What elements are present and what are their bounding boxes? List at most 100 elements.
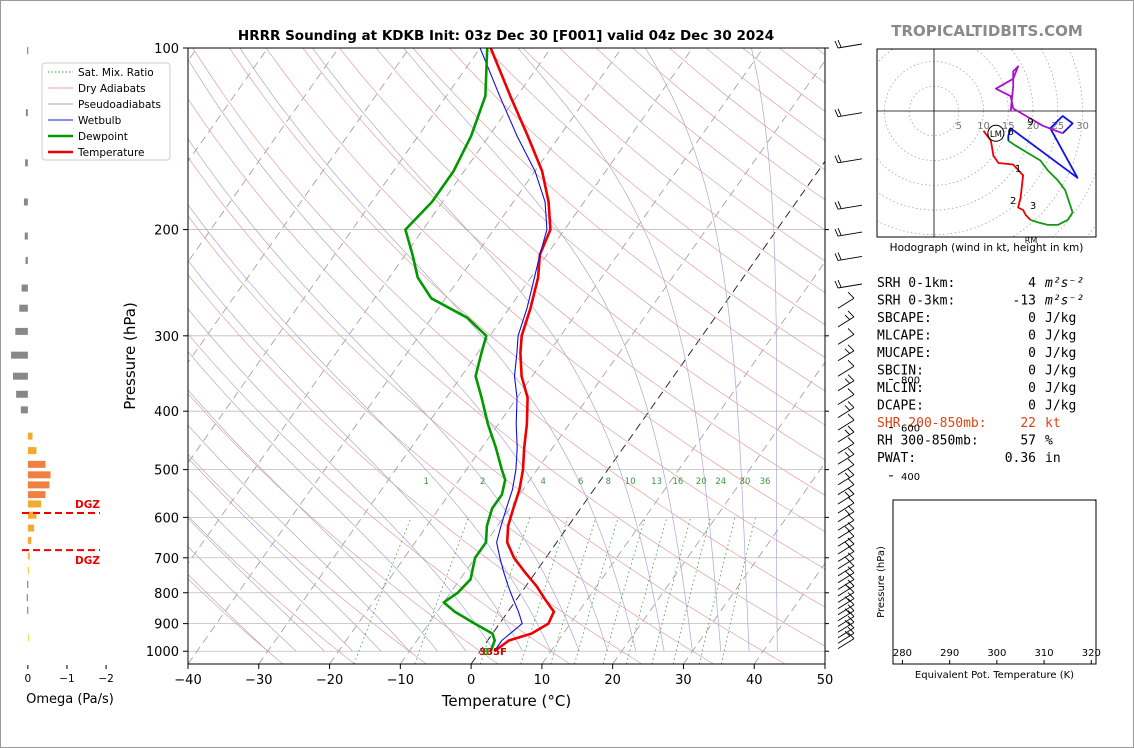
thetae-frame [892,499,1097,665]
chart-title: HRRR Sounding at KDKB Init: 03z Dec 30 [… [238,28,774,44]
barb-shaft [837,365,855,377]
barb-shaft [837,453,855,465]
omega-bar [27,634,30,642]
barb-flag [847,621,855,629]
y-tick-label: 300 [154,330,179,345]
legend-label: Dry Adiabats [78,83,146,95]
wind-barbs [834,39,863,649]
watermark: TROPICALTIDBITS.COM [891,22,1083,40]
omega-bar [27,567,30,575]
barb-flag [844,378,851,385]
isotherm-line [258,48,693,664]
barb-shaft [837,610,855,622]
dry-adiabat [188,578,284,664]
barb-shaft [837,565,855,577]
omega-bar [19,304,28,312]
barb-shaft [837,112,863,118]
hodo-ring-label: 20 [1027,121,1040,132]
barb-flag [844,405,851,411]
barb-flag [834,202,839,210]
barb-flag [844,596,851,602]
mixing-ratio-line [550,517,597,664]
moist-adiabat [188,138,580,652]
omega-bar [27,524,35,532]
barb-flag [847,496,855,504]
wind-barb [837,468,855,486]
omega-bar [27,606,29,614]
isotherm-line [188,48,339,263]
moist-adiabat [517,48,722,652]
barb-shaft [837,350,855,362]
omega-bar [27,432,33,440]
wind-barb [837,359,855,377]
wind-barb [837,592,855,609]
legend-label: Pseudoadiabats [78,99,161,111]
y-tick-label: 800 [154,587,179,602]
barb-shaft [837,543,855,555]
x-tick-label: 40 [746,673,763,688]
barb-flag [847,632,855,639]
omega-bar [25,256,28,264]
barb-flag [844,619,851,626]
y-tick-label: 400 [154,405,179,420]
mixing-ratio-line [353,517,412,664]
y-tick-label: 900 [154,618,179,633]
barb-flag [834,228,839,237]
stat-label: MLCIN: [877,381,924,396]
mixing-ratio-label: 1 [423,477,428,487]
x-tick-label: 20 [604,673,621,688]
stat-value: 0.36 [1005,451,1036,466]
barb-flag [847,592,855,599]
barb-shaft [837,502,855,514]
barb-flag [844,491,851,498]
storm-motion-marker [987,124,1005,142]
mixing-ratio-line [626,517,668,664]
stat-unit: J/kg [1045,311,1076,326]
barb-shaft [837,551,855,562]
wind-barb [837,496,855,514]
wind-barb [837,559,855,577]
barb-flag [847,359,855,367]
omega-bar [27,481,50,489]
mixing-ratio-line [721,517,756,664]
omega-bar [23,198,28,206]
barb-flag [844,630,851,637]
y-axis-label: Pressure (hPa) [121,302,139,410]
omega-bar [27,471,51,479]
omega-panel: DGZ DGZ 0 −1 −2 Omega (Pa/s) [11,47,114,707]
stat-value: 22 [1020,416,1036,431]
omega-bar [26,594,28,602]
omega-bar [27,552,30,560]
barb-flag [847,615,855,623]
omega-bar [24,232,28,240]
barb-flag [844,451,851,458]
moist-adiabat [403,48,693,652]
barb-shaft [837,231,863,237]
stat-unit: % [1045,434,1053,449]
dry-adiabat [188,215,714,664]
wind-barb [837,478,855,495]
barb-flag [847,291,855,299]
wind-barb [837,545,855,562]
isotherm-line [188,48,269,163]
y-tick-label: 1000 [146,645,179,660]
barb-shaft [837,598,855,609]
barb-flag [847,545,855,552]
barb-shaft [837,493,855,505]
isotherm-line [188,48,410,364]
barb-shaft [837,572,855,584]
hodo-ring-label: 5 [956,121,962,132]
wind-barb [837,615,855,633]
dry-adiabat [302,48,825,496]
dry-adiabat [815,48,825,56]
moist-adiabat [188,204,552,652]
barb-flag [837,279,842,288]
barb-flag [847,522,855,529]
dgz-label: DGZ [75,499,100,511]
dry-adiabat [375,48,825,426]
omega-bar [25,109,28,117]
dry-adiabat [449,48,825,358]
y-tick-label: 200 [154,224,179,239]
moist-adiabat [188,424,410,652]
